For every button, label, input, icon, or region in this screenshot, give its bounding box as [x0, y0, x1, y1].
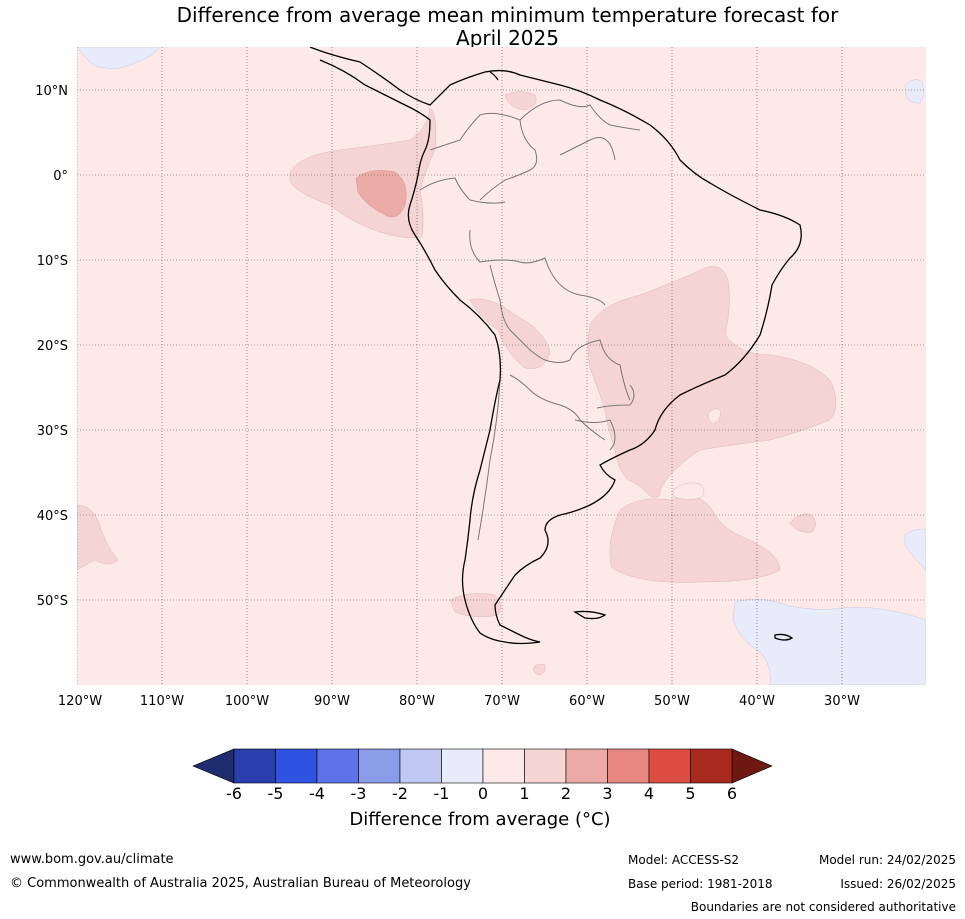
graticule: [77, 47, 926, 685]
cool-anomaly-patch: [732, 599, 926, 685]
lon-label: 90°W: [314, 694, 350, 709]
lon-label: 50°W: [654, 694, 690, 709]
colorbar-tick-label: -4: [309, 784, 325, 803]
lat-label: 50°S: [37, 594, 68, 609]
colorbar-tick-label: -3: [351, 784, 367, 803]
colorbar-segment: [358, 748, 401, 784]
colorbar-tick-label: 2: [561, 784, 571, 803]
colorbar-segment: [233, 748, 276, 784]
lon-label: 80°W: [399, 694, 435, 709]
model-run-text: Model run: 24/02/2025: [818, 853, 956, 867]
neutral-anomaly-spot: [672, 482, 705, 500]
colorbar-tick-label: 1: [519, 784, 529, 803]
lon-label: 30°W: [824, 694, 860, 709]
colorbar-segment: [441, 748, 484, 784]
issued-text: Issued: 26/02/2025: [840, 877, 956, 891]
colorbar-segment: [482, 748, 525, 784]
colorbar-segment: [399, 748, 442, 784]
colorbar-tick-labels: -6 -5 -4 -3 -2 -1 0 1 2 3 4 5 6: [226, 784, 737, 803]
lat-label: 10°S: [37, 254, 68, 269]
colorbar-segment: [275, 748, 318, 784]
base-period-text: Base period: 1981-2018: [628, 877, 773, 891]
colorbar: -6 -5 -4 -3 -2 -1 0 1 2 3 4 5 6: [192, 748, 773, 803]
lat-label: 30°S: [37, 424, 68, 439]
warm-anomaly-patch: [504, 91, 537, 111]
lon-label: 100°W: [225, 694, 269, 709]
colorbar-segment: [524, 748, 567, 784]
cool-anomaly-patch: [904, 79, 924, 104]
map-panel: [77, 47, 926, 685]
country-borders: [419, 99, 641, 541]
colorbar-segment: [690, 748, 733, 784]
colorbar-under-arrow: [192, 748, 235, 784]
latitude-labels: 10°N 0° 10°S 20°S 30°S 40°S 50°S: [35, 84, 68, 609]
lat-label: 40°S: [37, 509, 68, 524]
cool-anomaly-patch: [904, 528, 926, 571]
lon-label: 70°W: [484, 694, 520, 709]
website-link[interactable]: www.bom.gov.au/climate: [10, 852, 174, 867]
colorbar-segments: [233, 748, 733, 784]
lon-label: 110°W: [140, 694, 184, 709]
colorbar-tick-label: 0: [478, 784, 488, 803]
colorbar-tick-label: -2: [392, 784, 408, 803]
lon-label: 60°W: [569, 694, 605, 709]
boundaries-note: Boundaries are not considered authoritat…: [690, 900, 956, 914]
warm-anomaly-patch: [789, 513, 816, 533]
colorbar-tick-label: -5: [268, 784, 284, 803]
strong-warm-anomaly-patch: [355, 170, 407, 218]
map-title: Difference from average mean minimum tem…: [0, 4, 965, 50]
model-text: Model: ACCESS-S2: [628, 853, 740, 867]
lat-label: 0°: [53, 169, 68, 184]
longitude-labels: 120°W 110°W 100°W 90°W 80°W 70°W 60°W 50…: [58, 694, 860, 709]
colorbar-segment: [565, 748, 608, 784]
lat-label: 20°S: [37, 339, 68, 354]
colorbar-tick-label: 6: [727, 784, 737, 803]
colorbar-tick-label: 4: [644, 784, 654, 803]
cool-anomaly-patch: [77, 47, 161, 69]
warm-anomaly-patch: [77, 504, 119, 571]
colorbar-segment: [648, 748, 691, 784]
colorbar-tick-label: 3: [602, 784, 612, 803]
colorbar-tick-label: -6: [226, 784, 242, 803]
colorbar-tick-label: 5: [685, 784, 695, 803]
copyright-text: © Commonwealth of Australia 2025, Austra…: [10, 876, 471, 891]
lat-label: 10°N: [35, 84, 68, 99]
title-line-2: April 2025: [456, 26, 559, 50]
colorbar-segment: [316, 748, 359, 784]
colorbar-over-arrow: [731, 748, 773, 784]
colorbar-tick-label: -1: [434, 784, 450, 803]
coastline: [309, 47, 802, 645]
warm-anomaly-patch: [587, 266, 837, 498]
colorbar-title: Difference from average (°C): [349, 809, 611, 830]
neutral-anomaly-spot: [707, 408, 721, 425]
lon-label: 120°W: [58, 694, 102, 709]
warm-anomaly-patch: [469, 298, 551, 369]
warm-anomaly-patch: [449, 593, 502, 618]
warm-anomaly-patch: [532, 663, 546, 676]
title-line-1: Difference from average mean minimum tem…: [176, 3, 839, 27]
lon-label: 40°W: [739, 694, 775, 709]
colorbar-segment: [607, 748, 650, 784]
